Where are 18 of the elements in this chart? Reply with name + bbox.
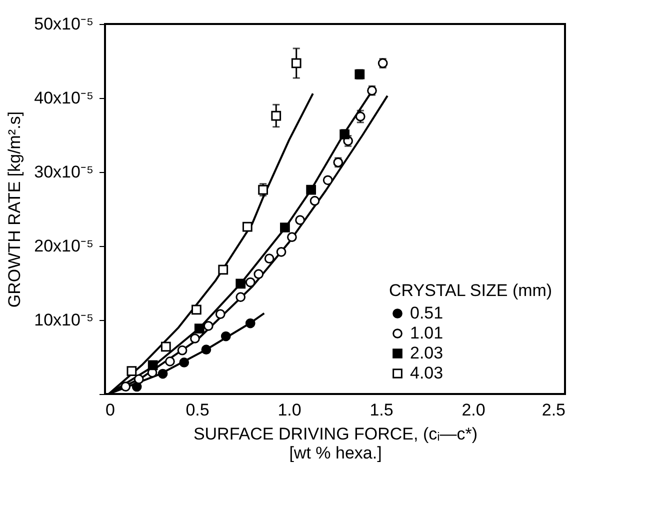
legend-label: 4.03 (410, 364, 444, 382)
y-tick-label: 50x10⁻⁵ (34, 14, 94, 34)
x-axis-title: SURFACE DRIVING FORCE, (cᵢ—c*) [wt % hexa.] (193, 424, 478, 462)
x-tick-label: 2.5 (542, 400, 566, 420)
x-tick-label: 0 (106, 400, 115, 420)
x-tick-label: 1.5 (370, 400, 394, 420)
legend-label: 1.01 (410, 324, 444, 342)
y-tick-label: 40x10⁻⁵ (34, 88, 94, 108)
x-tick-label: 0.5 (186, 400, 210, 420)
legend-label: 0.51 (410, 304, 444, 322)
x-tick-label: 1.0 (278, 400, 302, 420)
legend-title: CRYSTAL SIZE (mm) (389, 281, 552, 300)
y-tick-label: 30x10⁻⁵ (34, 162, 94, 182)
y-tick-label: 20x10⁻⁵ (34, 236, 94, 256)
legend-label: 2.03 (410, 344, 444, 362)
y-axis-title: GROWTH RATE [kg/m².s] (5, 111, 24, 308)
y-tick-label: 10x10⁻⁵ (34, 310, 94, 330)
x-tick-label: 2.0 (462, 400, 486, 420)
